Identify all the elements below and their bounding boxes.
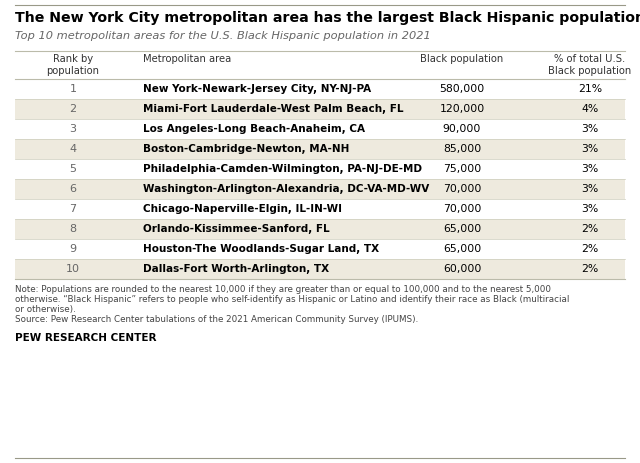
Text: 2: 2 (69, 104, 77, 114)
Text: 70,000: 70,000 (443, 184, 481, 194)
Text: The New York City metropolitan area has the largest Black Hispanic population: The New York City metropolitan area has … (15, 11, 640, 25)
Text: Orlando-Kissimmee-Sanford, FL: Orlando-Kissimmee-Sanford, FL (143, 224, 330, 234)
Text: 10: 10 (66, 264, 80, 274)
Bar (15, 259, 625, 279)
Text: 21%: 21% (578, 84, 602, 94)
Bar (15, 139, 625, 159)
Text: 4%: 4% (581, 104, 598, 114)
Bar (15, 239, 625, 259)
Text: 7: 7 (69, 204, 77, 214)
Text: 75,000: 75,000 (443, 164, 481, 174)
Text: 1: 1 (70, 84, 77, 94)
Text: Rank by
population: Rank by population (47, 54, 99, 76)
Text: New York-Newark-Jersey City, NY-NJ-PA: New York-Newark-Jersey City, NY-NJ-PA (143, 84, 371, 94)
Text: Top 10 metropolitan areas for the U.S. Black Hispanic population in 2021: Top 10 metropolitan areas for the U.S. B… (15, 31, 431, 41)
Text: % of total U.S.
Black population: % of total U.S. Black population (548, 54, 632, 76)
Text: Chicago-Naperville-Elgin, IL-IN-WI: Chicago-Naperville-Elgin, IL-IN-WI (143, 204, 342, 214)
Text: Philadelphia-Camden-Wilmington, PA-NJ-DE-MD: Philadelphia-Camden-Wilmington, PA-NJ-DE… (143, 164, 422, 174)
Text: or otherwise).: or otherwise). (15, 305, 76, 314)
Text: 85,000: 85,000 (443, 144, 481, 154)
Text: 90,000: 90,000 (443, 124, 481, 134)
Text: 3%: 3% (581, 184, 598, 194)
Text: 2%: 2% (581, 224, 598, 234)
Bar (15, 79, 625, 99)
Text: Note: Populations are rounded to the nearest 10,000 if they are greater than or : Note: Populations are rounded to the nea… (15, 285, 551, 294)
Text: otherwise. “Black Hispanic” refers to people who self-identify as Hispanic or La: otherwise. “Black Hispanic” refers to pe… (15, 295, 570, 304)
Text: 65,000: 65,000 (443, 244, 481, 254)
Bar (15, 119, 625, 139)
Text: Washington-Arlington-Alexandria, DC-VA-MD-WV: Washington-Arlington-Alexandria, DC-VA-M… (143, 184, 429, 194)
Bar (15, 199, 625, 219)
Text: 3%: 3% (581, 164, 598, 174)
Bar (15, 179, 625, 199)
Bar (15, 219, 625, 239)
Text: PEW RESEARCH CENTER: PEW RESEARCH CENTER (15, 333, 157, 343)
Text: 6: 6 (70, 184, 77, 194)
Bar (15, 159, 625, 179)
Text: Source: Pew Research Center tabulations of the 2021 American Community Survey (I: Source: Pew Research Center tabulations … (15, 315, 419, 324)
Bar (15, 99, 625, 119)
Text: Houston-The Woodlands-Sugar Land, TX: Houston-The Woodlands-Sugar Land, TX (143, 244, 379, 254)
Text: 4: 4 (69, 144, 77, 154)
Text: 60,000: 60,000 (443, 264, 481, 274)
Text: Metropolitan area: Metropolitan area (143, 54, 231, 64)
Text: 2%: 2% (581, 244, 598, 254)
Text: 580,000: 580,000 (440, 84, 484, 94)
Text: 70,000: 70,000 (443, 204, 481, 214)
Text: 5: 5 (70, 164, 77, 174)
Text: Black population: Black population (420, 54, 504, 64)
Text: 120,000: 120,000 (440, 104, 484, 114)
Text: Dallas-Fort Worth-Arlington, TX: Dallas-Fort Worth-Arlington, TX (143, 264, 329, 274)
Text: 8: 8 (69, 224, 77, 234)
Text: 2%: 2% (581, 264, 598, 274)
Text: 3: 3 (70, 124, 77, 134)
Text: 3%: 3% (581, 144, 598, 154)
Text: Boston-Cambridge-Newton, MA-NH: Boston-Cambridge-Newton, MA-NH (143, 144, 349, 154)
Text: Los Angeles-Long Beach-Anaheim, CA: Los Angeles-Long Beach-Anaheim, CA (143, 124, 365, 134)
Text: 9: 9 (69, 244, 77, 254)
Text: Miami-Fort Lauderdale-West Palm Beach, FL: Miami-Fort Lauderdale-West Palm Beach, F… (143, 104, 403, 114)
Text: 3%: 3% (581, 204, 598, 214)
Text: 3%: 3% (581, 124, 598, 134)
Text: 65,000: 65,000 (443, 224, 481, 234)
